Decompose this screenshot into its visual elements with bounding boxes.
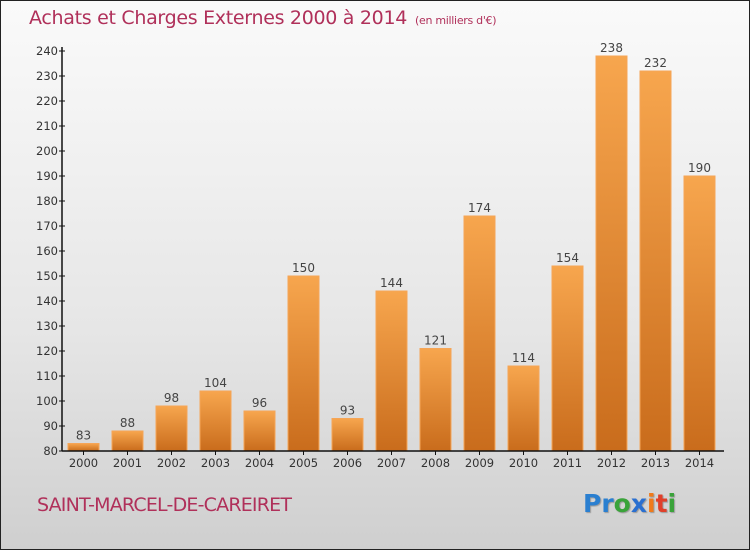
data-label-2013: 232 — [644, 56, 667, 70]
x-tick-label-2010: 2010 — [509, 456, 538, 470]
bar-2011 — [551, 265, 584, 452]
bar-2004 — [243, 410, 276, 452]
x-tick-label-2005: 2005 — [289, 456, 318, 470]
x-tick-label-2013: 2013 — [641, 456, 670, 470]
chart-title: Achats et Charges Externes 2000 à 2014 (e… — [29, 7, 497, 29]
data-label-2012: 238 — [600, 41, 623, 55]
data-label-2011: 154 — [556, 251, 579, 265]
data-label-2009: 174 — [468, 201, 491, 215]
chart-subtitle: (en milliers d'€) — [415, 14, 497, 27]
bar-2003 — [199, 390, 232, 452]
data-label-2000: 83 — [76, 429, 91, 443]
bar-2002 — [155, 405, 188, 452]
y-tick-label-200: 200 — [36, 144, 58, 158]
x-tick-label-2003: 2003 — [201, 456, 230, 470]
proxiti-logo: Proxiti — [583, 489, 676, 518]
data-label-2008: 121 — [424, 334, 447, 348]
data-label-2001: 88 — [120, 416, 135, 430]
logo-letter: P — [583, 489, 602, 518]
y-tick-label-160: 160 — [36, 244, 58, 258]
logo-letter: o — [613, 489, 631, 518]
logo-letter: i — [647, 489, 656, 518]
x-tick-label-2006: 2006 — [333, 456, 362, 470]
bar-2001 — [111, 430, 144, 452]
data-label-2014: 190 — [688, 161, 711, 175]
title-text: Achats et Charges Externes 2000 à 2014 — [29, 7, 408, 29]
data-label-2003: 104 — [204, 376, 227, 390]
data-label-2004: 96 — [252, 396, 267, 410]
x-tick-label-2000: 2000 — [69, 456, 98, 470]
data-label-2010: 114 — [512, 351, 535, 365]
x-tick-label-2004: 2004 — [245, 456, 274, 470]
bar-2006 — [331, 418, 364, 452]
x-tick-label-2009: 2009 — [465, 456, 494, 470]
logo-letter: t — [655, 489, 668, 518]
x-tick-label-2008: 2008 — [421, 456, 450, 470]
bar-2013 — [639, 70, 672, 452]
y-tick-label-190: 190 — [36, 169, 58, 183]
data-label-2005: 150 — [292, 261, 315, 275]
y-tick-label-180: 180 — [36, 194, 58, 208]
logo-letter: r — [601, 489, 614, 518]
y-tick-label-150: 150 — [36, 269, 58, 283]
y-tick-label-140: 140 — [36, 294, 58, 308]
y-tick-label-170: 170 — [36, 219, 58, 233]
x-tick-label-2014: 2014 — [685, 456, 714, 470]
y-tick-label-130: 130 — [36, 319, 58, 333]
data-label-2002: 98 — [164, 391, 179, 405]
y-tick-label-220: 220 — [36, 94, 58, 108]
x-tick-label-2012: 2012 — [597, 456, 626, 470]
bar-2005 — [287, 275, 320, 452]
city-name: SAINT-MARCEL-DE-CAREIRET — [37, 494, 292, 516]
y-tick-label-90: 90 — [43, 419, 58, 433]
data-label-2006: 93 — [340, 404, 355, 418]
x-tick-label-2001: 2001 — [113, 456, 142, 470]
y-tick-label-240: 240 — [36, 44, 58, 58]
y-tick-label-210: 210 — [36, 119, 58, 133]
bar-2000 — [67, 443, 100, 452]
bar-2009 — [463, 215, 496, 452]
bar-2007 — [375, 290, 408, 452]
y-tick-label-120: 120 — [36, 344, 58, 358]
bar-2014 — [683, 175, 716, 452]
bar-2010 — [507, 365, 540, 452]
x-tick-label-2002: 2002 — [157, 456, 186, 470]
x-tick-label-2011: 2011 — [553, 456, 582, 470]
bar-2012 — [595, 55, 628, 452]
data-label-2007: 144 — [380, 276, 403, 290]
y-tick-label-110: 110 — [36, 369, 58, 383]
x-tick-label-2007: 2007 — [377, 456, 406, 470]
y-tick-label-230: 230 — [36, 69, 58, 83]
y-tick-label-80: 80 — [43, 444, 58, 458]
bar-2008 — [419, 348, 452, 452]
y-tick-label-100: 100 — [36, 394, 58, 408]
logo-letter: i — [667, 489, 677, 518]
logo-letter: x — [630, 489, 647, 518]
